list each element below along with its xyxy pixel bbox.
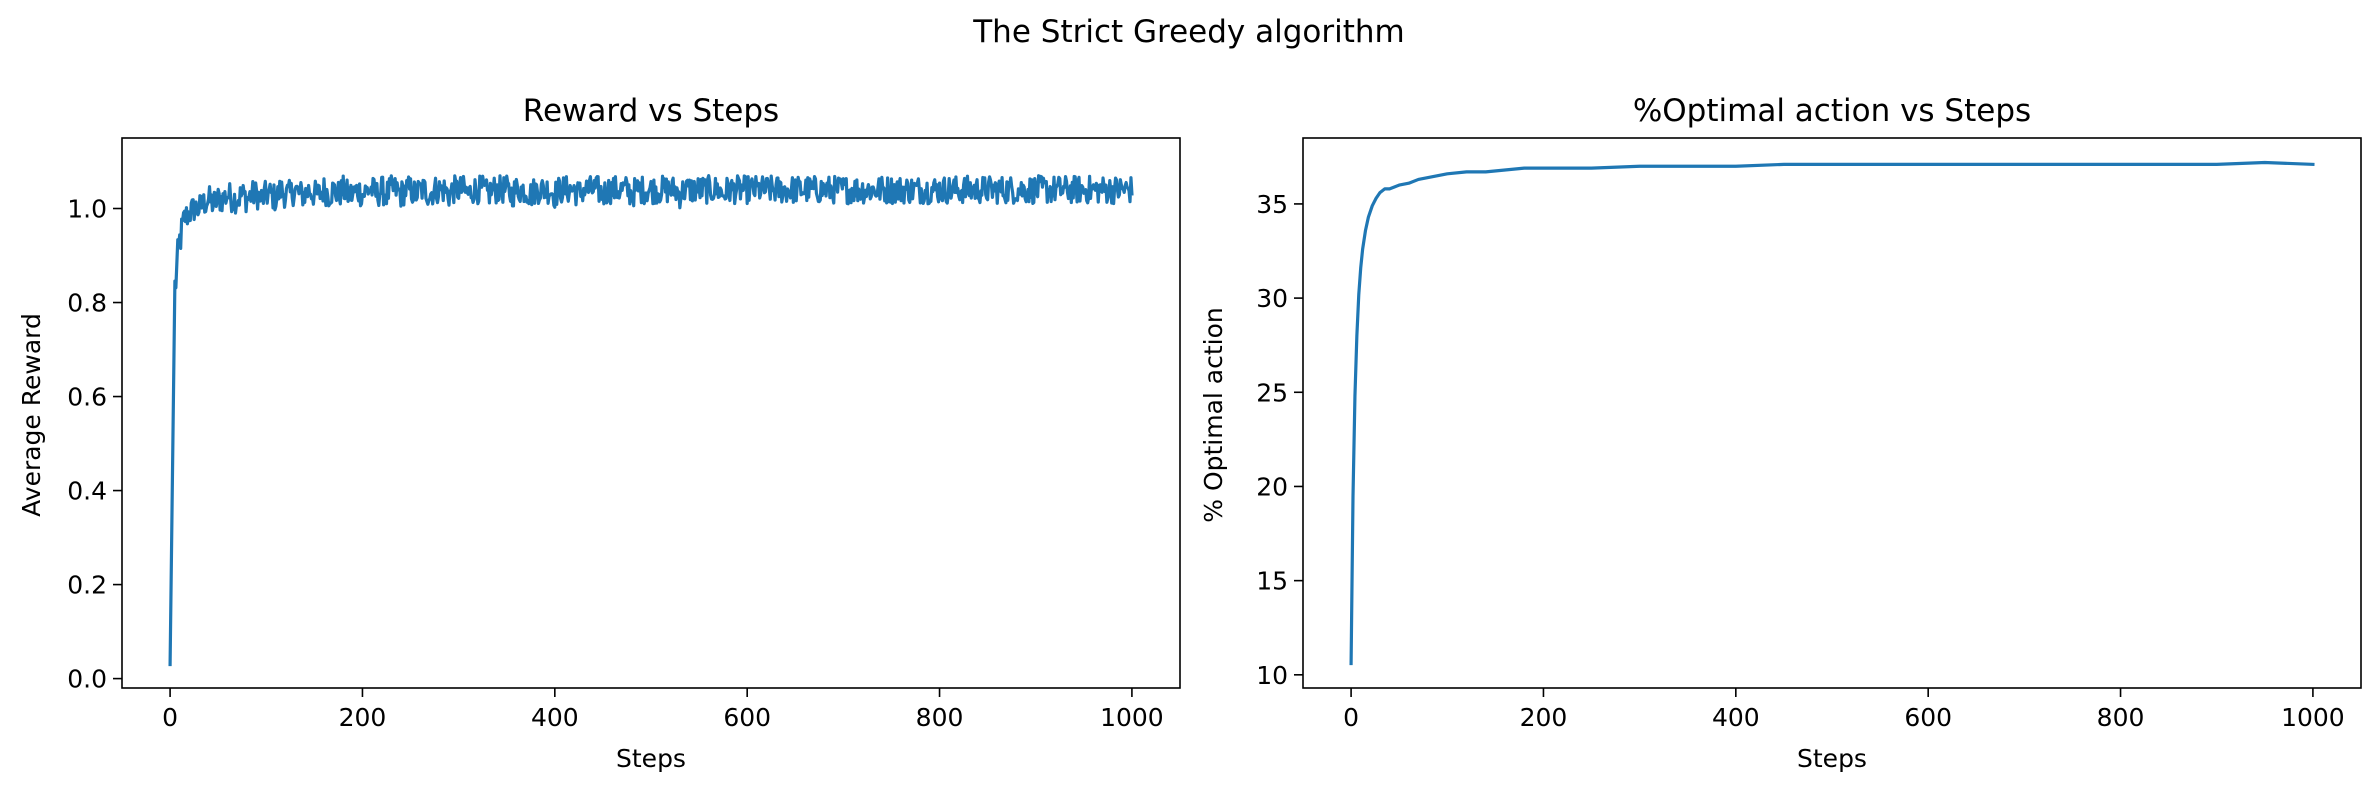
reward-x-tick-label: 600 <box>723 703 771 732</box>
optimal-chart-title: %Optimal action vs Steps <box>1633 93 2031 129</box>
reward-x-tick-label: 200 <box>339 703 387 732</box>
reward-series-line <box>168 174 1134 667</box>
optimal-x-tick-label: 0 <box>1343 703 1359 732</box>
reward-y-tick-label: 0.8 <box>67 289 107 318</box>
optimal-y-axis-label: % Optimal action <box>1199 307 1228 523</box>
optimal-subplot: %Optimal action vs Steps Steps % Optimal… <box>1199 93 2362 773</box>
optimal-plot-area: 0 200 400 600 800 1000 10 15 20 25 30 35 <box>1256 137 2362 732</box>
reward-y-tick-label: 0.6 <box>67 383 107 412</box>
optimal-y-tick-label: 35 <box>1256 190 1288 219</box>
optimal-x-tick-label: 200 <box>1520 703 1568 732</box>
optimal-x-axis-label: Steps <box>1797 744 1867 773</box>
reward-chart-title: Reward vs Steps <box>523 93 779 129</box>
optimal-y-tick-label: 30 <box>1256 284 1288 313</box>
optimal-series-line <box>1349 160 2315 666</box>
optimal-y-tick-label: 15 <box>1256 567 1288 596</box>
reward-y-tick-label: 0.0 <box>67 665 107 694</box>
optimal-x-tick-label: 600 <box>1904 703 1952 732</box>
reward-plot-area: 0 200 400 600 800 1000 0.0 0.2 0.4 0.6 0.8 1.0 <box>67 137 1181 732</box>
reward-x-tick-label: 0 <box>162 703 178 732</box>
reward-y-tick-label: 0.4 <box>67 477 107 506</box>
figure-suptitle: The Strict Greedy algorithm <box>972 14 1404 50</box>
optimal-x-tick-label: 1000 <box>2281 703 2345 732</box>
reward-subplot: Reward vs Steps Steps Average Reward 0 20… <box>17 93 1181 773</box>
optimal-y-tick-label: 25 <box>1256 378 1288 407</box>
reward-x-axis-label: Steps <box>616 744 686 773</box>
reward-y-tick-label: 0.2 <box>67 571 107 600</box>
reward-x-tick-label: 1000 <box>1100 703 1164 732</box>
optimal-axes-frame <box>1302 137 2362 689</box>
optimal-y-tick-label: 20 <box>1256 472 1288 501</box>
optimal-y-tick-label: 10 <box>1256 661 1288 690</box>
reward-x-tick-label: 400 <box>531 703 579 732</box>
reward-axes-frame <box>121 137 1181 689</box>
optimal-x-tick-label: 400 <box>1712 703 1760 732</box>
reward-x-tick-label: 800 <box>916 703 964 732</box>
reward-y-axis-label: Average Reward <box>17 313 46 517</box>
optimal-x-tick-label: 800 <box>2097 703 2145 732</box>
reward-y-tick-label: 1.0 <box>67 195 107 224</box>
